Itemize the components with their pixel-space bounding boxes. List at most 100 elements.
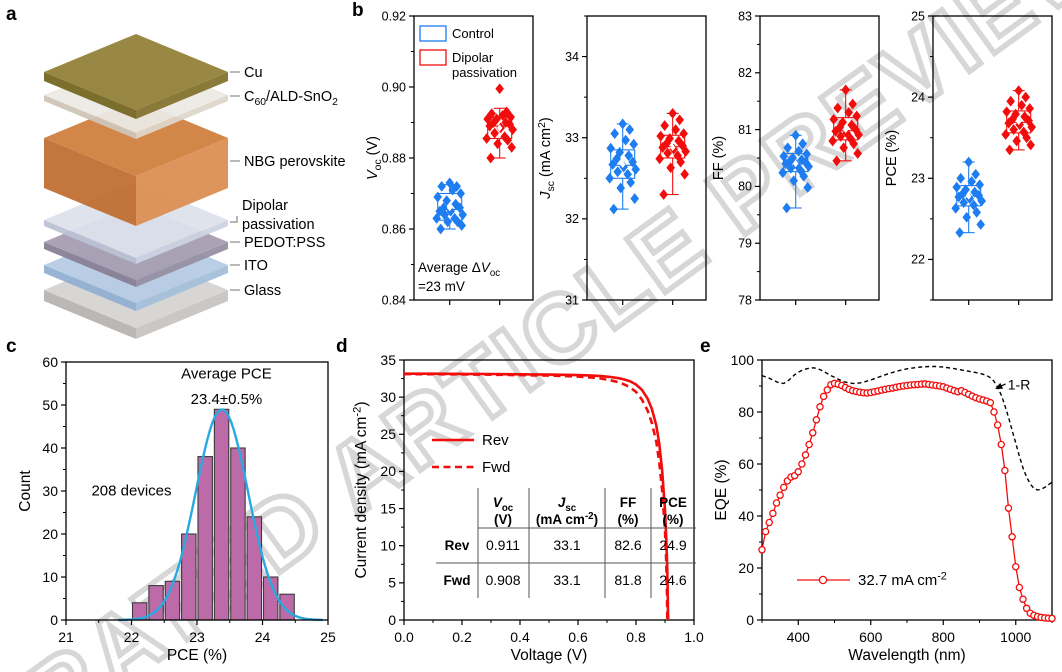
y-tick-label: 0	[388, 612, 396, 628]
delta-voc-note: =23 mV	[418, 279, 465, 294]
y-axis-title: PCE (%)	[884, 130, 900, 186]
jsc-strip-plot: 31 32 33 34 Jsc (mA cm2)	[537, 15, 707, 307]
jv-curve-fwd	[403, 372, 669, 621]
layer-label: C60/ALD-SnO2	[244, 89, 338, 108]
y-tick-label: 81	[738, 123, 752, 137]
y-tick-label: 40	[738, 508, 754, 524]
y-tick-label: 80	[738, 404, 754, 420]
device-stack-diagram: Cu C60/ALD-SnO2 NBG perovskite Dipolar passi…	[44, 34, 346, 339]
y-tick-label: 33	[565, 131, 579, 145]
pce-histogram: 0 10 20 30 40 50 60 21 22 23 24 25 Count PCE (%) Avera…	[17, 354, 336, 664]
device-count-label: 208 devices	[91, 482, 171, 499]
layer-label: passivation	[242, 217, 315, 233]
y-tick-label: 0.92	[382, 9, 406, 23]
ff-strip-plot: 78 79 80 81 82 83 FF (%)	[711, 9, 880, 307]
y-tick-label: 25	[380, 426, 396, 442]
y-tick-label: 20	[380, 463, 396, 479]
x-tick-label: 22	[124, 629, 140, 645]
layer-label: Dipolar	[242, 198, 288, 214]
plot-frame	[932, 15, 1053, 301]
x-tick-label: 1000	[1000, 629, 1031, 645]
histogram-bar	[246, 516, 263, 621]
series-control	[951, 156, 986, 239]
legend-marker-eqe	[818, 575, 828, 585]
table-header: Voc	[493, 495, 514, 514]
table-header: Jsc	[558, 495, 577, 514]
eqe-spectrum-chart: 0 20 40 60 80 100 400 600 800 1000 EQE (%) Waveleng…	[713, 352, 1056, 664]
table-header: (%)	[663, 512, 684, 527]
x-tick-label: 1.0	[684, 629, 704, 645]
y-axis-title: Current density (mA cm-2)	[351, 401, 370, 578]
y-tick-label: 32	[565, 212, 579, 226]
y-tick-label: 10	[380, 537, 396, 553]
x-tick-label: 23	[189, 629, 205, 645]
y-tick-label: 24	[911, 90, 925, 104]
y-tick-label: 60	[42, 354, 58, 370]
series-passivation	[655, 107, 690, 200]
y-tick-label: 30	[380, 389, 396, 405]
y-tick-label: 22	[911, 253, 925, 267]
jv-parameters-table: Voc(V) Jsc(mA cm-2) FF (%) PCE (%) Rev 0.911 33.…	[436, 488, 696, 598]
y-tick-label: 15	[380, 500, 396, 516]
table-cell: 24.6	[659, 572, 686, 588]
y-tick-label: 20	[738, 560, 754, 576]
x-tick-label: 0.6	[568, 629, 588, 645]
series-control	[778, 129, 813, 214]
table-cell: 33.1	[553, 572, 580, 588]
y-tick-label: 60	[738, 456, 754, 472]
panel-label-d: d	[336, 336, 348, 357]
table-cell: 33.1	[553, 537, 580, 553]
gaussian-fit-curve	[118, 408, 323, 622]
y-tick-label: 0.88	[382, 151, 406, 165]
layer-label: NBG perovskite	[244, 154, 346, 170]
table-cell: 0.911	[486, 537, 520, 553]
integrated-jsc-label: 32.7 mA cm-2	[858, 571, 947, 589]
histogram-bar	[213, 408, 230, 621]
legend-swatch-passivation	[419, 49, 447, 66]
plot-frame	[759, 15, 880, 301]
x-tick-label: 400	[787, 629, 811, 645]
histogram-bar	[230, 447, 246, 621]
y-tick-label: 25	[911, 9, 925, 23]
x-axis-title: Voltage (V)	[511, 647, 588, 664]
series-control	[605, 118, 640, 215]
table-header: PCE	[659, 495, 687, 510]
series-passivation	[482, 83, 517, 164]
y-tick-label: 35	[380, 352, 396, 368]
pce-strip-plot: 22 23 24 25 PCE (%)	[884, 9, 1053, 305]
x-axis-title: Wavelength (nm)	[848, 647, 965, 664]
y-tick-label: 83	[738, 9, 752, 23]
table-header: (mA cm-2)	[536, 511, 598, 527]
one-minus-r-label: 1-R	[1008, 377, 1031, 393]
panel-label-a: a	[6, 4, 17, 25]
y-tick-label: 78	[738, 293, 752, 307]
histogram-bar	[279, 593, 295, 621]
y-axis-title: Jsc (mA cm2)	[537, 117, 557, 199]
table-cell: 24.9	[659, 537, 686, 553]
table-header: (%)	[618, 512, 639, 527]
y-tick-label: 20	[42, 526, 58, 542]
y-tick-label: 30	[42, 483, 58, 499]
legend-label-passivation: Dipolar	[452, 50, 494, 65]
voc-strip-plot: 0.84 0.86 0.88 0.90 0.92 Voc (V) Control Dipola…	[365, 9, 534, 307]
y-tick-label: 79	[738, 236, 752, 250]
y-axis-title: FF (%)	[711, 136, 727, 180]
one-minus-r-curve	[761, 365, 1053, 491]
series-passivation	[828, 84, 863, 167]
y-tick-label: 0.84	[382, 293, 406, 307]
y-tick-label: 34	[565, 50, 579, 64]
table-header: (V)	[494, 512, 512, 527]
histogram-bar	[197, 456, 213, 621]
legend-label-passivation: passivation	[452, 65, 517, 80]
panel-label-e: e	[700, 336, 711, 357]
delta-voc-note: Average ΔVoc	[418, 260, 500, 279]
jv-curve-chart: 0 5 10 15 20 25 30 35 0.0 0.2 0.4 0.6 0.8 1.0 Current …	[351, 352, 704, 664]
legend-label-control: Control	[452, 26, 494, 41]
layer-label: Cu	[244, 65, 263, 81]
y-tick-label: 50	[42, 397, 58, 413]
series-passivation	[1001, 85, 1036, 156]
x-tick-label: 800	[932, 629, 956, 645]
table-row-label: Rev	[445, 538, 470, 553]
y-tick-label: 5	[388, 575, 396, 591]
